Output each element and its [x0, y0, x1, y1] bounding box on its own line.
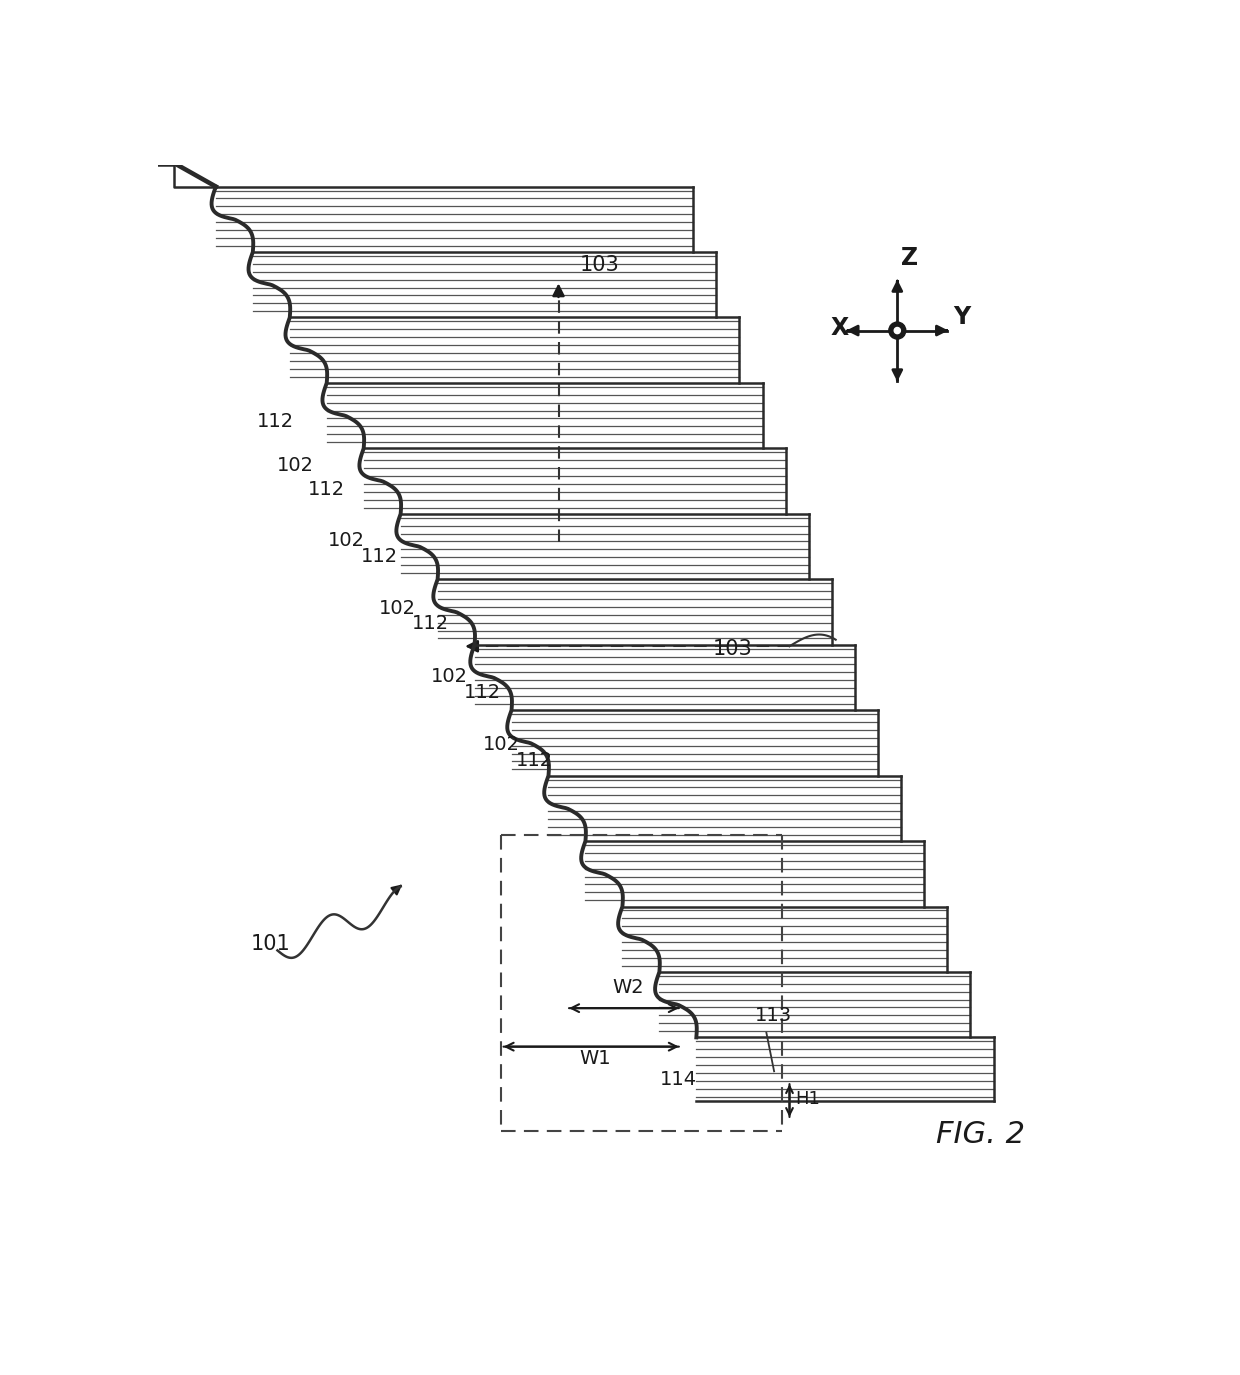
- Text: 103: 103: [580, 256, 620, 275]
- Text: 112: 112: [412, 615, 449, 634]
- Text: 114: 114: [660, 1070, 697, 1089]
- Text: 112: 112: [257, 411, 294, 430]
- Text: 102: 102: [379, 600, 417, 617]
- Text: 102: 102: [430, 667, 467, 686]
- Text: 102: 102: [327, 531, 365, 550]
- Text: 112: 112: [309, 480, 346, 499]
- Text: 112: 112: [516, 751, 553, 770]
- Circle shape: [894, 327, 900, 334]
- Circle shape: [889, 322, 905, 340]
- Text: X: X: [831, 316, 848, 340]
- Text: 112: 112: [361, 546, 398, 565]
- Text: 101: 101: [250, 935, 290, 954]
- Text: H1: H1: [796, 1090, 821, 1108]
- Text: 102: 102: [277, 456, 314, 476]
- Text: Z: Z: [901, 246, 919, 270]
- Text: W1: W1: [579, 1049, 611, 1067]
- Text: FIG. 2: FIG. 2: [936, 1119, 1024, 1150]
- Text: Y: Y: [954, 305, 971, 330]
- Text: W2: W2: [613, 978, 644, 997]
- Text: 103: 103: [713, 639, 753, 660]
- Text: 113: 113: [755, 1006, 792, 1026]
- Text: 102: 102: [484, 736, 520, 755]
- Text: 112: 112: [464, 683, 501, 701]
